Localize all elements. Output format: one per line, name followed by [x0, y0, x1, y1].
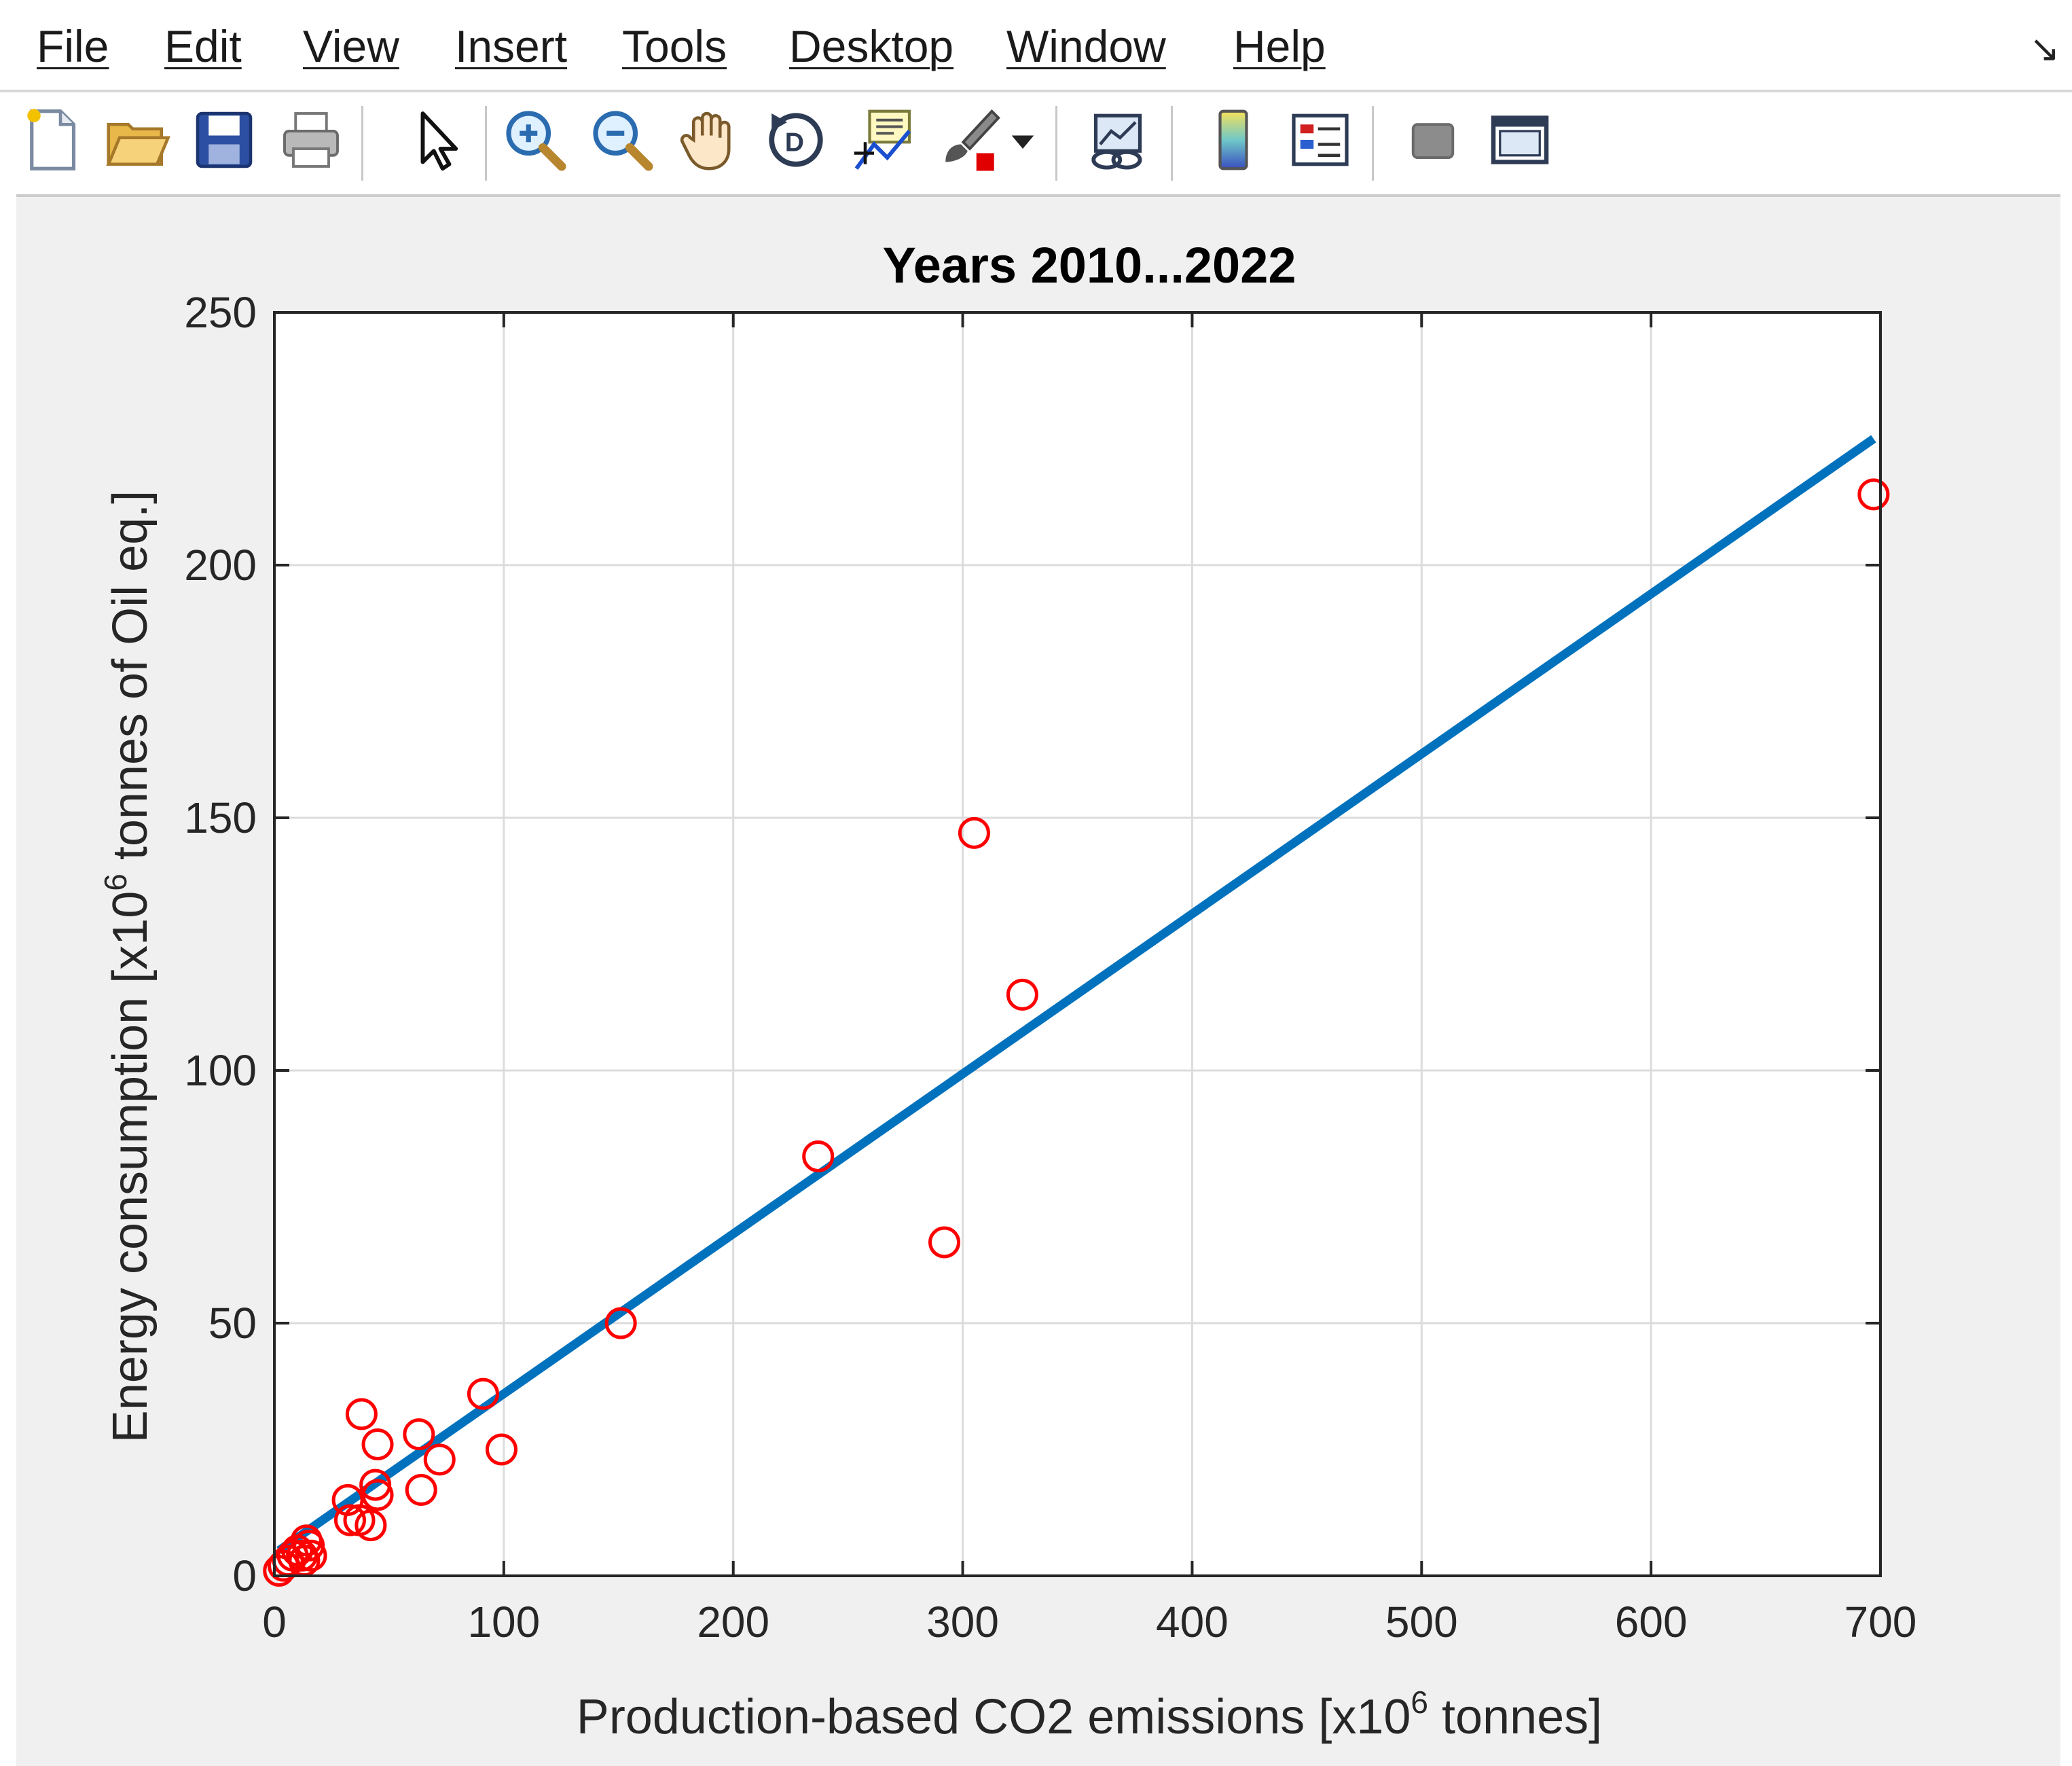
- toolbar-separator: [361, 106, 363, 181]
- dropdown-arrow-icon[interactable]: [1002, 105, 1043, 175]
- menu-help[interactable]: Help: [1233, 21, 1326, 71]
- menu-desktop[interactable]: Desktop: [789, 21, 954, 71]
- toolbar-separator: [1171, 106, 1173, 181]
- x-tick-label: 200: [697, 1598, 769, 1646]
- menu-bar: File Edit View Insert Tools Desktop Wind…: [0, 0, 2072, 92]
- pointer-icon[interactable]: [401, 105, 471, 175]
- data-point-marker: [405, 1474, 437, 1507]
- svg-text:D: D: [785, 128, 804, 157]
- x-axis-label: Production-based CO2 emissions [x106 ton…: [577, 1684, 1602, 1744]
- y-tick-label: 0: [232, 1551, 257, 1600]
- data-point-marker: [485, 1433, 517, 1466]
- axes-box: [273, 311, 1882, 1577]
- x-tick-label: 600: [1615, 1598, 1688, 1646]
- print-icon[interactable]: [276, 105, 346, 175]
- data-point-marker: [467, 1377, 499, 1410]
- x-tick-label: 500: [1385, 1598, 1458, 1646]
- toolbar-separator: [1372, 106, 1374, 181]
- data-layer: [263, 435, 1890, 1587]
- save-icon[interactable]: [189, 105, 259, 175]
- data-point-marker: [333, 1504, 366, 1536]
- open-file-icon[interactable]: [102, 105, 172, 175]
- data-point-marker: [1857, 478, 1890, 511]
- data-point-marker: [604, 1307, 637, 1339]
- new-figure-icon[interactable]: [16, 105, 87, 175]
- dock-figure-icon[interactable]: ↘: [2029, 29, 2060, 69]
- x-tick-label: 0: [262, 1598, 287, 1646]
- data-point-marker: [295, 1539, 327, 1572]
- menu-file[interactable]: File: [37, 21, 109, 71]
- x-tick-label: 700: [1844, 1598, 1917, 1646]
- data-point-marker: [958, 816, 990, 849]
- plot-title: Years 2010...2022: [882, 237, 1296, 293]
- y-tick-label: 150: [184, 793, 257, 842]
- rotate-3d-icon[interactable]: D: [761, 105, 831, 175]
- x-tick-label: 400: [1156, 1598, 1229, 1646]
- data-point-marker: [345, 1398, 378, 1430]
- data-cursor-icon[interactable]: [848, 105, 918, 175]
- menu-tools[interactable]: Tools: [622, 21, 727, 71]
- fit-line: [276, 435, 1876, 1555]
- hide-plot-tools-icon[interactable]: [1398, 105, 1468, 175]
- link-plot-icon[interactable]: [1083, 105, 1153, 175]
- menu-edit[interactable]: Edit: [164, 21, 242, 71]
- colorbar-icon[interactable]: [1198, 105, 1269, 175]
- y-tick-label: 100: [184, 1046, 257, 1095]
- figure-canvas: 0 100 200 300 400 500 600 700 0 50 100 150 200 250 Ye…: [16, 197, 2060, 1766]
- x-tick-label: 300: [926, 1598, 999, 1646]
- data-point-marker: [355, 1509, 387, 1542]
- scatter-plot: 0 100 200 300 400 500 600 700 0 50 100 150 200 250 Ye…: [16, 197, 2060, 1766]
- brush-icon[interactable]: [934, 105, 1005, 175]
- menu-insert[interactable]: Insert: [455, 21, 568, 71]
- legend-icon[interactable]: [1285, 105, 1356, 175]
- menu-view[interactable]: View: [303, 21, 399, 71]
- y-tick-label: 50: [208, 1299, 257, 1348]
- menu-window[interactable]: Window: [1006, 21, 1166, 71]
- y-axis-label: Energy consumption [x106 tonnes of Oil e…: [98, 490, 158, 1443]
- toolbar-separator: [485, 106, 487, 181]
- toolbar-separator: [1055, 106, 1057, 181]
- data-point-marker: [928, 1226, 961, 1259]
- data-point-marker: [403, 1418, 435, 1451]
- data-point-marker: [802, 1140, 835, 1172]
- x-tick-label: 100: [467, 1598, 540, 1646]
- y-tick-label: 250: [184, 288, 257, 337]
- zoom-out-icon[interactable]: [587, 105, 657, 175]
- data-point-marker: [423, 1443, 456, 1476]
- show-plot-tools-icon[interactable]: [1485, 105, 1555, 175]
- zoom-in-icon[interactable]: [500, 105, 570, 175]
- data-point-marker: [1006, 978, 1038, 1011]
- data-point-marker: [361, 1428, 394, 1461]
- figure-toolbar: D: [16, 92, 2060, 197]
- axis-ticks: 0 100 200 300 400 500 600 700 0 50 100 150 200 250: [184, 288, 1916, 1646]
- data-point-marker: [361, 1479, 394, 1511]
- y-tick-label: 200: [184, 541, 257, 590]
- pan-icon[interactable]: [674, 105, 744, 175]
